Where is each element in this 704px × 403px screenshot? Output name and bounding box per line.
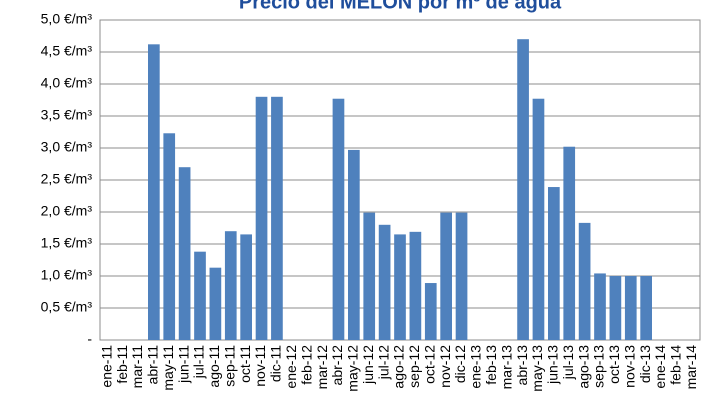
- bar: [240, 234, 252, 340]
- bar: [532, 98, 545, 340]
- y-tick-label: 1,5 €/m³: [41, 235, 93, 251]
- x-tick-label: jun-13: [545, 345, 561, 385]
- x-tick-label: dic-13: [637, 345, 653, 383]
- x-tick-label: jun-11: [175, 345, 191, 384]
- x-tick-label: mar-14: [683, 345, 699, 390]
- x-tick-label: ene-12: [283, 345, 299, 389]
- x-tick-label: jul-12: [375, 345, 391, 380]
- x-tick-label: mar-13: [498, 345, 514, 390]
- y-tick-label: 2,0 €/m³: [41, 203, 93, 219]
- x-tick-label: abr-11: [145, 345, 161, 385]
- x-tick-label: feb-14: [668, 345, 684, 385]
- x-tick-label: oct-12: [421, 345, 437, 384]
- x-tick-label: sep-12: [406, 345, 422, 388]
- bar: [148, 44, 160, 340]
- y-tick-label: 0,5 €/m³: [41, 299, 93, 315]
- bar: [224, 231, 237, 340]
- x-tick-label: nov-13: [621, 345, 637, 388]
- x-tick-label: ago-12: [391, 345, 407, 389]
- bar: [640, 276, 652, 340]
- x-tick-label: feb-12: [298, 345, 314, 385]
- bar: [163, 133, 176, 340]
- y-tick-label: 3,0 €/m³: [41, 139, 93, 155]
- bar: [563, 146, 576, 340]
- x-tick-label: nov-12: [437, 345, 453, 388]
- bar: [624, 276, 637, 340]
- x-tick-label: dic-12: [452, 345, 468, 383]
- x-tick-label: ene-13: [468, 345, 484, 389]
- x-tick-label: abr-12: [329, 345, 345, 386]
- chart-title: Precio del MELÓN por m³ de agua: [239, 0, 562, 13]
- x-tick-label: ene-14: [652, 345, 668, 389]
- y-tick-label: 2,5 €/m³: [41, 171, 93, 187]
- x-tick-label: feb-13: [483, 345, 499, 385]
- x-tick-label: sep-11: [221, 345, 237, 387]
- x-tick-label: nov-11: [252, 345, 268, 387]
- x-tick-label: may-13: [529, 345, 545, 392]
- bar: [578, 222, 591, 340]
- bar: [409, 231, 422, 340]
- bar: [548, 187, 560, 340]
- bar: [594, 273, 606, 340]
- bar: [178, 167, 191, 340]
- bar: [455, 212, 468, 340]
- x-tick-label: may-12: [345, 345, 361, 392]
- x-tick-label: sep-13: [591, 345, 607, 388]
- bar: [609, 276, 622, 340]
- x-tick-label: ene-11: [98, 345, 114, 388]
- bar: [394, 234, 406, 340]
- x-tick-label: ago-13: [575, 345, 591, 389]
- y-tick-label: -: [87, 331, 92, 347]
- x-tick-label: jun-12: [360, 345, 376, 385]
- y-tick-label: 3,5 €/m³: [41, 107, 93, 123]
- bar: [209, 267, 222, 340]
- x-tick-label: jul-13: [560, 345, 576, 380]
- y-tick-label: 4,0 €/m³: [41, 75, 93, 91]
- bar: [378, 224, 391, 340]
- bar: [255, 96, 268, 340]
- bar: [424, 283, 437, 340]
- bar: [332, 98, 345, 340]
- y-tick-label: 4,5 €/m³: [41, 43, 93, 59]
- bar: [363, 212, 376, 340]
- x-tick-label: jul-11: [191, 345, 207, 379]
- bar: [517, 39, 529, 340]
- bar: [348, 149, 360, 340]
- y-tick-label: 5,0 €/m³: [41, 11, 93, 27]
- bar: [271, 96, 283, 340]
- bar: [440, 212, 452, 340]
- x-tick-label: ago-11: [206, 345, 222, 388]
- x-tick-label: mar-12: [314, 345, 330, 390]
- x-tick-label: dic-11: [268, 345, 284, 382]
- x-tick-label: oct-11: [237, 345, 253, 383]
- x-tick-label: abr-13: [514, 345, 530, 386]
- y-tick-label: 1,0 €/m³: [41, 267, 93, 283]
- x-tick-label: feb-11: [114, 345, 130, 384]
- bar: [194, 251, 206, 340]
- x-tick-label: oct-13: [606, 345, 622, 384]
- x-tick-label: may-11: [160, 345, 176, 391]
- x-tick-label: mar-11: [129, 345, 145, 389]
